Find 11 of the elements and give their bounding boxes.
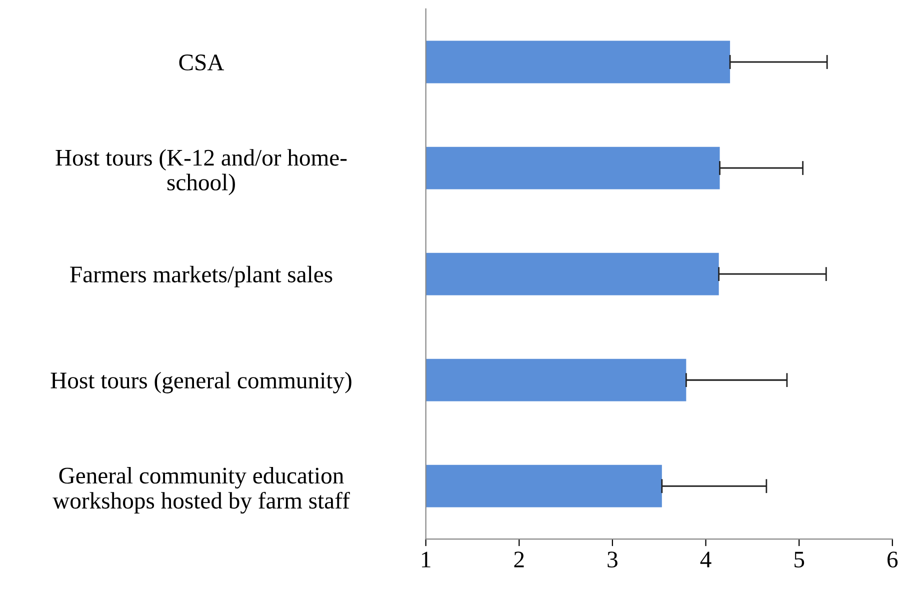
x-tick-label: 2 [514,552,524,568]
x-tick-label: 6 [888,552,898,568]
x-tick-label: 1 [422,552,430,568]
y-tick-label: General community education workshops hosted by farm staff [52,467,350,514]
y-tick-label: CSA [179,54,224,70]
y-tick-label: Host tours (K-12 and/or home- school) [56,149,347,196]
y-tick-label: Farmers markets/plant sales [70,266,332,288]
x-tick-label: 5 [794,552,804,568]
y-tick-label: Host tours (general community) [50,372,352,394]
x-tick-label: 4 [700,552,712,568]
x-tick-label: 3 [608,552,618,568]
